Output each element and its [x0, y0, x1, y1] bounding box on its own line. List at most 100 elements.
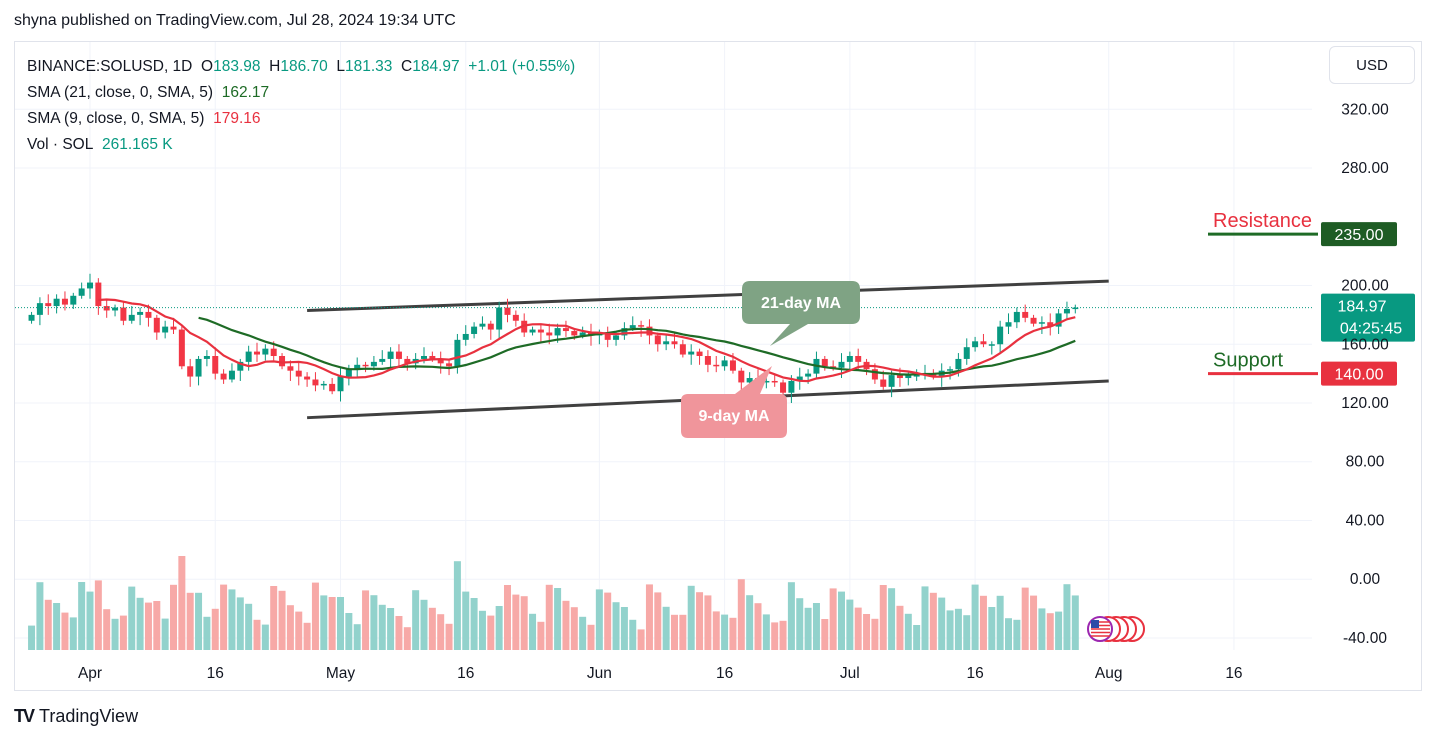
candle-body [153, 317, 160, 333]
volume-bar [896, 605, 904, 650]
volume-bar [1013, 619, 1021, 650]
x-tick-label: Apr [78, 665, 102, 682]
brand-name: TradingView [39, 706, 139, 726]
sma21-value: 162.17 [221, 84, 270, 101]
candle-body [679, 344, 686, 355]
candle-body [354, 364, 361, 370]
currency-button[interactable]: USD [1329, 46, 1415, 84]
volume-bar [804, 607, 812, 650]
y-tick-label: 0.00 [1350, 571, 1381, 588]
volume-bar [370, 595, 378, 650]
volume-bar [1046, 613, 1054, 650]
volume-bar [746, 595, 754, 650]
candle-body [888, 375, 895, 387]
candle-body [162, 326, 169, 333]
candle-body [404, 358, 411, 364]
volume-bar [854, 607, 862, 650]
low-value: 181.33 [345, 58, 393, 75]
volume-bar [353, 624, 361, 650]
volume-bar [203, 616, 211, 650]
candle-body [120, 307, 127, 321]
volume-bar [270, 586, 278, 650]
volume-bar [595, 589, 603, 650]
candle-body [170, 326, 177, 330]
volume-bar [378, 604, 386, 650]
candle-body [763, 380, 770, 383]
candle-body [471, 326, 478, 334]
volume-bar [170, 584, 177, 650]
volume-value: 261.165 K [101, 136, 173, 153]
symbol-label[interactable]: BINANCE:SOLUSD, 1D [27, 58, 193, 75]
footer-brand[interactable]: TV TradingView [14, 706, 138, 727]
volume-bar [44, 599, 52, 650]
sma9-row[interactable]: SMA (9, close, 0, SMA, 5) 179.16 [27, 106, 575, 132]
volume-bar [178, 556, 186, 650]
volume-bar [195, 592, 203, 650]
volume-bar [537, 621, 545, 650]
volume-bar [1030, 595, 1038, 650]
x-tick-label: 16 [207, 665, 224, 682]
volume-bar [929, 592, 937, 650]
candle-body [579, 332, 586, 336]
support-label: Support [1213, 350, 1283, 372]
candle-body [780, 382, 787, 393]
y-tick-label: 120.00 [1341, 395, 1389, 412]
candle-body [880, 379, 887, 387]
candle-body [304, 376, 311, 380]
volume-bar [863, 614, 871, 650]
volume-bar [587, 624, 595, 650]
ma21-callout-label: 21-day MA [761, 295, 841, 312]
candle-body [28, 314, 35, 321]
candle-body [529, 329, 536, 333]
candle-body [195, 358, 202, 377]
volume-bar [679, 614, 687, 650]
candle-body [53, 298, 60, 307]
ma9-bubble [681, 366, 787, 438]
volume-bar [286, 605, 294, 650]
candle-body [746, 378, 753, 383]
candle-body [103, 306, 110, 311]
candle-body [1047, 322, 1054, 327]
volume-bar [328, 597, 336, 650]
candle-body [621, 328, 628, 336]
volume-bar [228, 589, 236, 650]
volume-bar [604, 592, 612, 650]
volume-bar [487, 615, 495, 650]
volume-bar [1005, 618, 1012, 650]
low-label: L [336, 58, 345, 75]
volume-bar [337, 597, 344, 650]
resistance-label: Resistance [1213, 210, 1312, 232]
change-value: +1.01 (+0.55%) [468, 58, 576, 75]
candle-body [729, 360, 736, 371]
support-badge [1321, 361, 1397, 386]
volume-bar [161, 618, 169, 650]
sma9-label: SMA (9, close, 0, SMA, 5) [27, 110, 205, 127]
volume-row[interactable]: Vol · SOL 261.165 K [27, 132, 575, 158]
close-value: 184.97 [412, 58, 460, 75]
x-tick-label: Jun [587, 665, 612, 682]
candle-body [838, 361, 845, 368]
volume-bar [111, 618, 119, 650]
candle-body [329, 383, 336, 392]
candle-body [1013, 311, 1020, 323]
sma21-label: SMA (21, close, 0, SMA, 5) [27, 84, 214, 101]
sma21-row[interactable]: SMA (21, close, 0, SMA, 5) 162.17 [27, 80, 575, 106]
candle-body [629, 325, 636, 329]
economic-events [1087, 616, 1145, 642]
high-label: H [269, 58, 281, 75]
last-price-value: 184.97 [1338, 299, 1387, 316]
volume-bar [403, 627, 411, 650]
candle-body [362, 364, 369, 367]
y-tick-label: 80.00 [1346, 454, 1385, 471]
volume-bar [520, 596, 528, 650]
y-tick-label: -40.00 [1343, 630, 1387, 647]
candle-body [270, 348, 277, 357]
candle-body [771, 380, 778, 383]
candle-body [45, 303, 52, 307]
candle-body [1005, 322, 1012, 327]
x-tick-label: May [326, 665, 356, 682]
candle-body [145, 311, 152, 318]
candle-body [871, 369, 878, 380]
candle-body [178, 329, 185, 367]
